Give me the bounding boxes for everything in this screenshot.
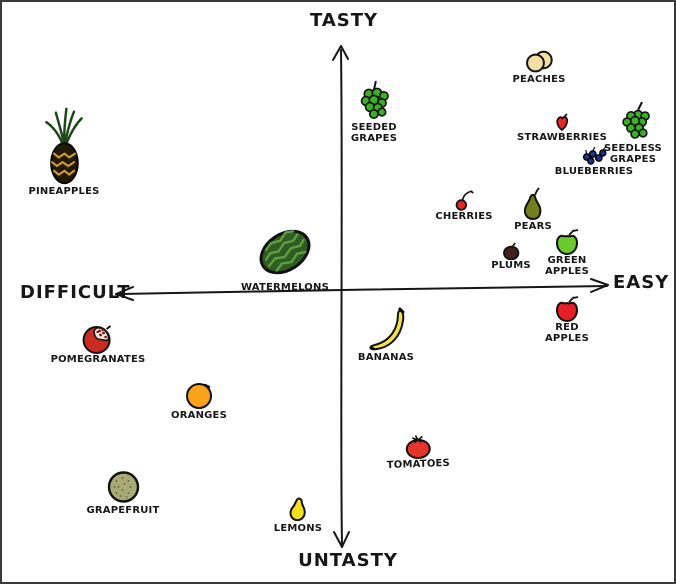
fruit-label: PEACHES [512, 74, 566, 85]
fruit-label: BANANAS [357, 352, 415, 363]
fruit-point-pears: PEARS [514, 187, 552, 233]
fruit-label: LEMONS [273, 523, 323, 534]
plum-icon [502, 242, 520, 260]
fruit-point-tomatoes: TOMATOES [386, 434, 450, 472]
blueberries-icon [583, 146, 607, 165]
fruit-point-cherries: CHERRIES [435, 189, 492, 223]
fruit-point-peaches: PEACHES [512, 50, 565, 86]
fruit-label: GRAPEFRUIT [86, 505, 160, 516]
fruit-point-watermelons: WATERMELONS [241, 222, 329, 294]
fruit-point-bananas: BANANAS [358, 306, 414, 364]
orange-icon [185, 383, 212, 409]
fruit-point-seedless-grapes: SEEDLESS GRAPES [604, 101, 662, 166]
fruit-label: POMEGRANATES [50, 354, 146, 365]
fruit-point-seeded-grapes: SEEDED GRAPES [351, 80, 397, 145]
red-apple-icon [555, 296, 579, 322]
fruit-label: WATERMELONS [241, 282, 329, 293]
axis-label-tasty: TASTY [309, 10, 379, 31]
fruit-label: PLUMS [491, 260, 531, 271]
fruit-point-oranges: ORANGES [171, 381, 227, 422]
fruit-label: SEEDLESS GRAPES [604, 143, 662, 165]
fruit-label: BLUEBERRIES [554, 166, 634, 177]
pomegranate-icon [82, 325, 112, 354]
peach-icon [525, 50, 553, 73]
fruit-point-red-apples: RED APPLES [545, 294, 589, 345]
lemon-icon [289, 497, 307, 522]
banana-icon [369, 307, 405, 351]
strawberry-icon [556, 113, 569, 132]
axis-label-difficult: DIFFICULT [20, 282, 131, 303]
fruit-point-pomegranates: POMEGRANATES [51, 324, 146, 366]
pineapple-icon [44, 107, 83, 185]
watermelon-icon [259, 229, 311, 275]
pear-icon [523, 187, 542, 221]
fruit-point-plums: PLUMS [491, 242, 531, 272]
fruit-label: PEARS [514, 221, 552, 232]
fruit-point-strawberries: STRAWBERRIES [517, 112, 607, 144]
fruit-label: RED APPLES [544, 322, 590, 344]
axis-label-untasty: UNTASTY [298, 550, 398, 571]
fruit-label: GREEN APPLES [544, 255, 590, 277]
fruit-label: SEEDED GRAPES [350, 122, 398, 144]
fruit-label: ORANGES [171, 410, 227, 421]
fruit-point-blueberries: BLUEBERRIES [555, 144, 633, 178]
grapefruit-icon [107, 471, 139, 503]
tomato-icon [405, 435, 431, 460]
seeded-grapes-icon [360, 80, 389, 119]
cherry-icon [455, 190, 474, 211]
fruit-label: CHERRIES [435, 211, 493, 222]
fruit-point-green-apples: GREEN APPLES [545, 227, 589, 278]
fruit-point-lemons: LEMONS [274, 497, 322, 535]
fruit-point-grapefruit: GRAPEFRUIT [86, 469, 159, 517]
fruit-point-pineapples: PINEAPPLES [28, 106, 99, 198]
fruit-label: STRAWBERRIES [516, 132, 608, 143]
axis-label-easy: EASY [613, 272, 670, 293]
fruit-label: TOMATOES [386, 457, 451, 472]
fruit-label: PINEAPPLES [28, 186, 100, 197]
seedless-grapes-icon [622, 101, 650, 139]
green-apple-icon [555, 229, 579, 255]
